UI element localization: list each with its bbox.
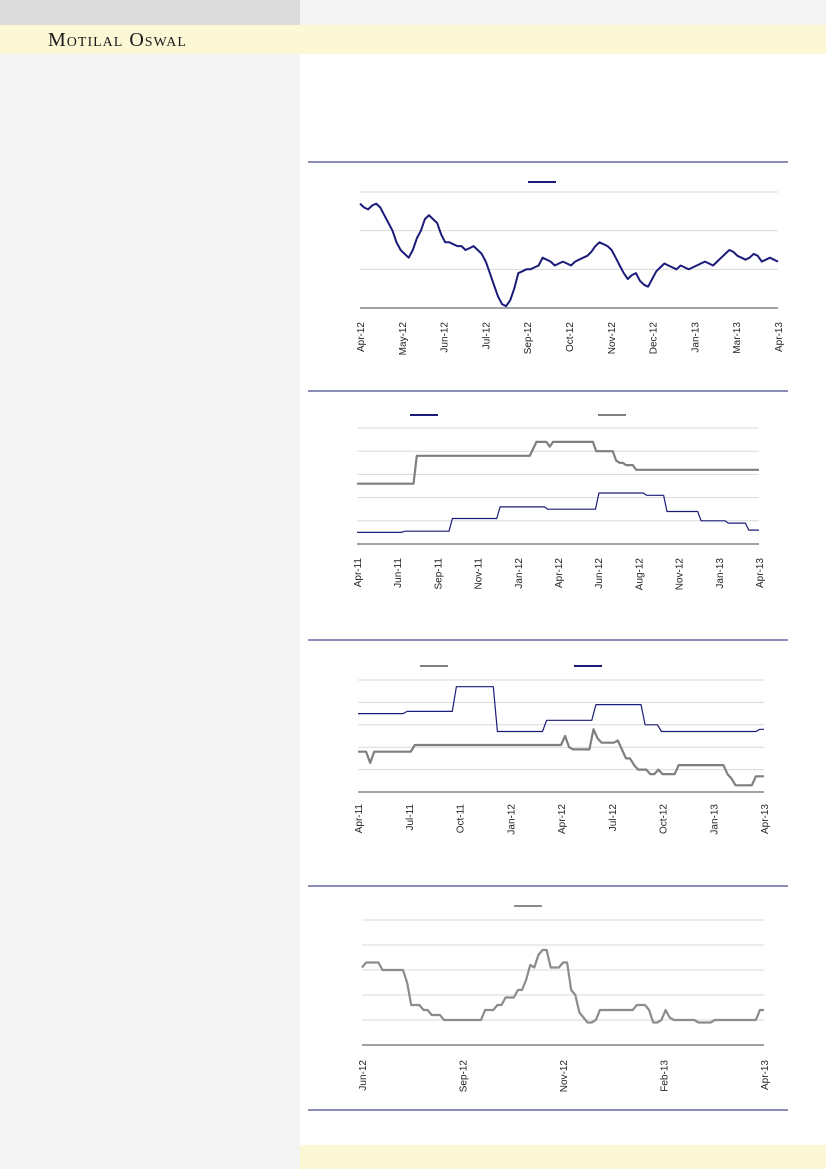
x-tick-label: Apr-12 <box>554 558 565 588</box>
x-tick-label: Nov-11 <box>474 558 485 590</box>
header-grey-tab <box>0 0 300 25</box>
x-tick-label: Oct-12 <box>565 322 576 352</box>
x-tick-label: Dec-12 <box>649 322 660 355</box>
x-tick-label: May-12 <box>398 322 409 356</box>
x-tick-label: Jan-12 <box>514 558 525 589</box>
x-tick-label: Sep-12 <box>523 322 534 355</box>
header-strip <box>300 0 826 25</box>
x-tick-label: Jun-12 <box>594 558 605 589</box>
x-tick-label: Apr-13 <box>760 1060 771 1090</box>
x-tick-label: Nov-12 <box>607 322 618 355</box>
series-line-2 <box>358 686 764 733</box>
x-tick-label: Nov-12 <box>675 558 686 591</box>
x-tick-label: Jul-12 <box>608 804 619 832</box>
x-tick-label: Apr-11 <box>354 804 365 834</box>
brand-logo: Motilal Oswal <box>48 29 187 51</box>
chart-2: Apr-11 Jun-11 Sep-11 Nov-11 Jan-12 Apr-12 Jun-… <box>353 414 766 591</box>
x-tick-label: Jun-12 <box>440 322 451 353</box>
chart-1: Apr-12 May-12 Jun-12 Jul-12 Sep-12 Oct-12 Nov-… <box>308 161 788 392</box>
x-tick-label: Jul-11 <box>405 804 416 831</box>
x-tick-label: Mar-13 <box>732 322 743 354</box>
chart-4: Jun-12 Sep-12 Nov-12 Feb-13 Apr-13 <box>308 885 788 1111</box>
chart-3: Apr-11 Jul-11 Oct-11 Jan-12 Apr-12 Jul-12 Oct-… <box>308 639 788 835</box>
x-tick-label: Jan-13 <box>690 322 701 353</box>
series-line-1 <box>359 202 779 308</box>
x-tick-label: Apr-13 <box>755 558 766 588</box>
x-tick-label: Apr-12 <box>557 804 568 834</box>
series-line-1 <box>358 728 764 787</box>
series-line-1 <box>357 440 759 485</box>
x-tick-label: Oct-11 <box>456 804 467 834</box>
x-tick-label: Feb-13 <box>660 1060 671 1092</box>
header-band <box>0 25 826 54</box>
left-margin-panel <box>0 0 300 1169</box>
x-tick-label: Jan-13 <box>715 558 726 589</box>
x-tick-label: Jan-13 <box>709 804 720 835</box>
x-tick-label: Apr-12 <box>356 322 367 352</box>
x-tick-label: Apr-13 <box>774 322 785 352</box>
x-tick-label: Nov-12 <box>559 1060 570 1093</box>
series-line-2 <box>357 492 759 533</box>
x-tick-label: Apr-13 <box>760 804 771 834</box>
x-tick-label: Sep-12 <box>459 1060 470 1093</box>
x-tick-label: Jan-12 <box>506 804 517 835</box>
series-line-1 <box>361 948 764 1024</box>
x-tick-label: Jun-12 <box>358 1060 369 1091</box>
x-tick-label: Oct-12 <box>659 804 670 834</box>
x-tick-label: Aug-12 <box>634 558 645 591</box>
footer-band <box>300 1145 826 1169</box>
x-tick-label: Jul-12 <box>481 322 492 350</box>
x-tick-label: Sep-11 <box>433 558 444 590</box>
x-tick-label: Jun-11 <box>393 558 404 588</box>
x-tick-label: Apr-11 <box>353 558 364 588</box>
